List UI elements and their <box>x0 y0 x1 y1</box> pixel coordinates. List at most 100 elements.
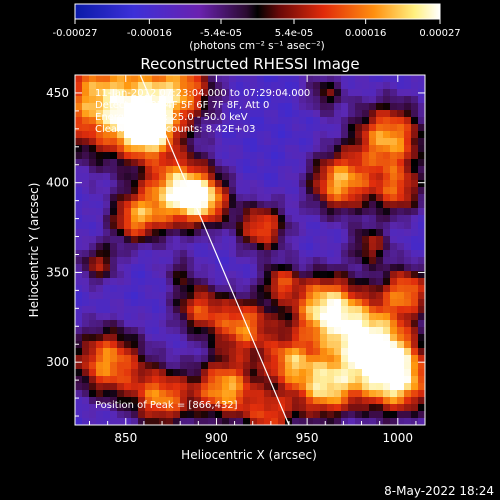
heatmap-cell <box>306 166 313 173</box>
heatmap-cell <box>285 222 292 229</box>
heatmap-cell <box>397 348 404 355</box>
heatmap-cell <box>152 327 159 334</box>
heatmap-cell <box>313 271 320 278</box>
heatmap-cell <box>152 313 159 320</box>
heatmap-cell <box>271 96 278 103</box>
heatmap-cell <box>376 124 383 131</box>
heatmap-cell <box>362 313 369 320</box>
heatmap-cell <box>96 152 103 159</box>
heatmap-cell <box>117 411 124 418</box>
heatmap-cell <box>124 390 131 397</box>
heatmap-cell <box>82 75 89 82</box>
heatmap-cell <box>89 411 96 418</box>
heatmap-cell <box>180 411 187 418</box>
heatmap-cell <box>257 278 264 285</box>
heatmap-cell <box>138 82 145 89</box>
heatmap-cell <box>362 299 369 306</box>
heatmap-cell <box>404 187 411 194</box>
heatmap-cell <box>313 131 320 138</box>
heatmap-cell <box>271 131 278 138</box>
heatmap-cell <box>89 376 96 383</box>
heatmap-cell <box>117 103 124 110</box>
heatmap-cell <box>187 229 194 236</box>
heatmap-cell <box>173 103 180 110</box>
heatmap-cell <box>313 369 320 376</box>
heatmap-cell <box>369 376 376 383</box>
heatmap-cell <box>362 75 369 82</box>
heatmap-cell <box>397 404 404 411</box>
heatmap-cell <box>404 341 411 348</box>
heatmap-cell <box>138 229 145 236</box>
heatmap-cell <box>285 187 292 194</box>
heatmap-cell <box>411 306 418 313</box>
heatmap-cell <box>117 229 124 236</box>
heatmap-cell <box>166 341 173 348</box>
heatmap-cell <box>383 306 390 313</box>
heatmap-cell <box>397 138 404 145</box>
heatmap-cell <box>348 222 355 229</box>
heatmap-cell <box>355 222 362 229</box>
heatmap-cell <box>110 299 117 306</box>
heatmap-cell <box>103 362 110 369</box>
heatmap-cell <box>110 173 117 180</box>
heatmap-cell <box>299 180 306 187</box>
heatmap-cell <box>173 131 180 138</box>
heatmap-cell <box>194 152 201 159</box>
heatmap-cell <box>236 348 243 355</box>
heatmap-cell <box>341 390 348 397</box>
heatmap-cell <box>159 362 166 369</box>
heatmap-cell <box>369 355 376 362</box>
heatmap-cell <box>166 89 173 96</box>
heatmap-cell <box>145 285 152 292</box>
heatmap-cell <box>250 348 257 355</box>
heatmap-cell <box>222 229 229 236</box>
heatmap-cell <box>117 201 124 208</box>
heatmap-cell <box>166 404 173 411</box>
heatmap-cell <box>418 362 425 369</box>
heatmap-cell <box>180 362 187 369</box>
heatmap-cell <box>362 236 369 243</box>
heatmap-cell <box>327 215 334 222</box>
heatmap-cell <box>355 187 362 194</box>
heatmap-cell <box>229 152 236 159</box>
heatmap-cell <box>355 383 362 390</box>
heatmap-cell <box>383 390 390 397</box>
heatmap-cell <box>152 334 159 341</box>
heatmap-cell <box>103 75 110 82</box>
heatmap-cell <box>278 117 285 124</box>
heatmap-cell <box>383 362 390 369</box>
heatmap-cell <box>124 278 131 285</box>
heatmap-cell <box>299 194 306 201</box>
heatmap-cell <box>208 390 215 397</box>
heatmap-cell <box>341 404 348 411</box>
heatmap-cell <box>187 103 194 110</box>
heatmap-cell <box>404 89 411 96</box>
heatmap-cell <box>236 124 243 131</box>
heatmap-cell <box>138 418 145 425</box>
heatmap-cell <box>145 222 152 229</box>
heatmap-cell <box>313 110 320 117</box>
heatmap-cell <box>362 397 369 404</box>
heatmap-cell <box>208 215 215 222</box>
heatmap-cell <box>348 138 355 145</box>
heatmap-cell <box>82 173 89 180</box>
heatmap-cell <box>194 404 201 411</box>
heatmap-cell <box>271 383 278 390</box>
heatmap-cell <box>145 194 152 201</box>
heatmap-cell <box>131 180 138 187</box>
heatmap-cell <box>201 187 208 194</box>
heatmap-cell <box>173 194 180 201</box>
heatmap-cell <box>355 299 362 306</box>
heatmap-cell <box>96 250 103 257</box>
heatmap-cell <box>124 257 131 264</box>
heatmap-cell <box>82 334 89 341</box>
heatmap-cell <box>285 334 292 341</box>
heatmap-cell <box>271 201 278 208</box>
heatmap-cell <box>418 411 425 418</box>
heatmap-cell <box>327 306 334 313</box>
heatmap-cell <box>215 278 222 285</box>
heatmap-cell <box>173 222 180 229</box>
heatmap-cell <box>264 222 271 229</box>
heatmap-cell <box>89 257 96 264</box>
heatmap-cell <box>124 369 131 376</box>
